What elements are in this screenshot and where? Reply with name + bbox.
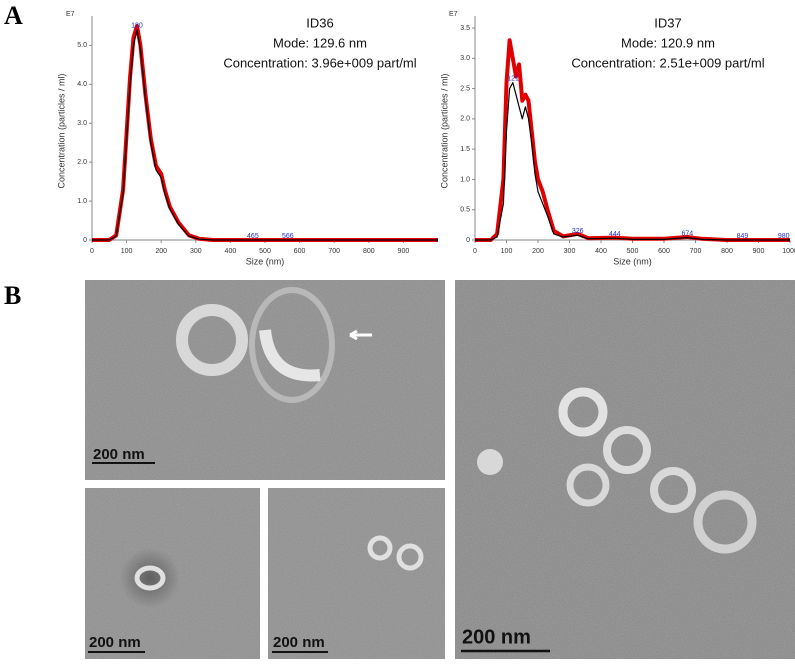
y-tick-label: 0.5 bbox=[460, 207, 470, 214]
x-tick-label: 900 bbox=[753, 248, 765, 255]
x-tick-label: 200 bbox=[155, 248, 167, 255]
tem-image: 200 nm bbox=[268, 488, 445, 659]
y-tick-label: 1.0 bbox=[77, 198, 87, 205]
x-tick-label: 400 bbox=[595, 248, 607, 255]
x-tick-label: 300 bbox=[564, 248, 576, 255]
x-tick-label: 500 bbox=[627, 248, 639, 255]
x-tick-label: 300 bbox=[190, 248, 202, 255]
x-tick-label: 0 bbox=[90, 248, 94, 255]
peak-label: 130 bbox=[131, 23, 143, 30]
data-line bbox=[92, 29, 438, 241]
y-tick-label: 0 bbox=[83, 237, 87, 244]
y-tick-label: 1.0 bbox=[460, 176, 470, 183]
panel-label: B bbox=[4, 281, 21, 310]
x-tick-label: 600 bbox=[658, 248, 670, 255]
y-axis-label: Concentration (particles / ml) bbox=[56, 73, 66, 188]
chart-subtitle: Concentration: 2.51e+009 part/ml bbox=[571, 55, 764, 70]
peak-label: 566 bbox=[282, 233, 294, 240]
x-tick-label: 900 bbox=[398, 248, 410, 255]
peak-label: 326 bbox=[572, 228, 584, 235]
x-tick-label: 100 bbox=[501, 248, 513, 255]
y-tick-label: 3.0 bbox=[77, 120, 87, 127]
peak-label: 980 bbox=[778, 233, 790, 240]
tem-image: 200 nm bbox=[85, 488, 260, 659]
tem-image: 200 nm bbox=[455, 280, 795, 659]
x-tick-label: 0 bbox=[473, 248, 477, 255]
x-tick-label: 400 bbox=[225, 248, 237, 255]
y-tick-label: 2.5 bbox=[460, 85, 470, 92]
x-tick-label: 600 bbox=[294, 248, 306, 255]
data-line bbox=[475, 82, 790, 241]
peak-label: 849 bbox=[737, 233, 749, 240]
x-tick-label: 100 bbox=[121, 248, 133, 255]
scale-bar-label: 200 nm bbox=[93, 446, 145, 463]
y-tick-label: 2.0 bbox=[77, 159, 87, 166]
tem-image: 200 nm bbox=[85, 280, 445, 480]
y-unit-label: E7 bbox=[449, 11, 458, 18]
x-tick-label: 800 bbox=[721, 248, 733, 255]
scale-bar-label: 200 nm bbox=[273, 634, 325, 651]
chart-subtitle: Concentration: 3.96e+009 part/ml bbox=[223, 55, 416, 70]
chart-title: ID37 bbox=[654, 15, 681, 30]
chart-title: ID36 bbox=[306, 15, 333, 30]
y-tick-label: 1.5 bbox=[460, 146, 470, 153]
x-tick-label: 1000 bbox=[782, 248, 795, 255]
y-tick-label: 5.0 bbox=[77, 42, 87, 49]
x-tick-label: 700 bbox=[690, 248, 702, 255]
chart-subtitle: Mode: 120.9 nm bbox=[621, 35, 715, 50]
chart-subtitle: Mode: 129.6 nm bbox=[273, 35, 367, 50]
peak-label: 465 bbox=[247, 233, 259, 240]
panel-label: A bbox=[4, 1, 23, 30]
x-tick-label: 200 bbox=[532, 248, 544, 255]
x-tick-label: 500 bbox=[259, 248, 271, 255]
y-tick-label: 0 bbox=[466, 237, 470, 244]
y-tick-label: 3.0 bbox=[460, 55, 470, 62]
scale-bar-label: 200 nm bbox=[462, 626, 531, 648]
y-axis-label: Concentration (particles / ml) bbox=[439, 73, 449, 188]
x-axis-label: Size (nm) bbox=[246, 256, 285, 266]
x-tick-label: 800 bbox=[363, 248, 375, 255]
y-unit-label: E7 bbox=[66, 11, 75, 18]
peak-label: 121 bbox=[507, 75, 519, 82]
y-tick-label: 3.5 bbox=[460, 25, 470, 32]
y-tick-label: 4.0 bbox=[77, 81, 87, 88]
peak-label: 444 bbox=[609, 231, 621, 238]
peak-label: 674 bbox=[681, 230, 693, 237]
x-axis-label: Size (nm) bbox=[613, 256, 652, 266]
y-tick-label: 2.0 bbox=[460, 116, 470, 123]
x-tick-label: 700 bbox=[328, 248, 340, 255]
scale-bar-label: 200 nm bbox=[89, 634, 141, 651]
